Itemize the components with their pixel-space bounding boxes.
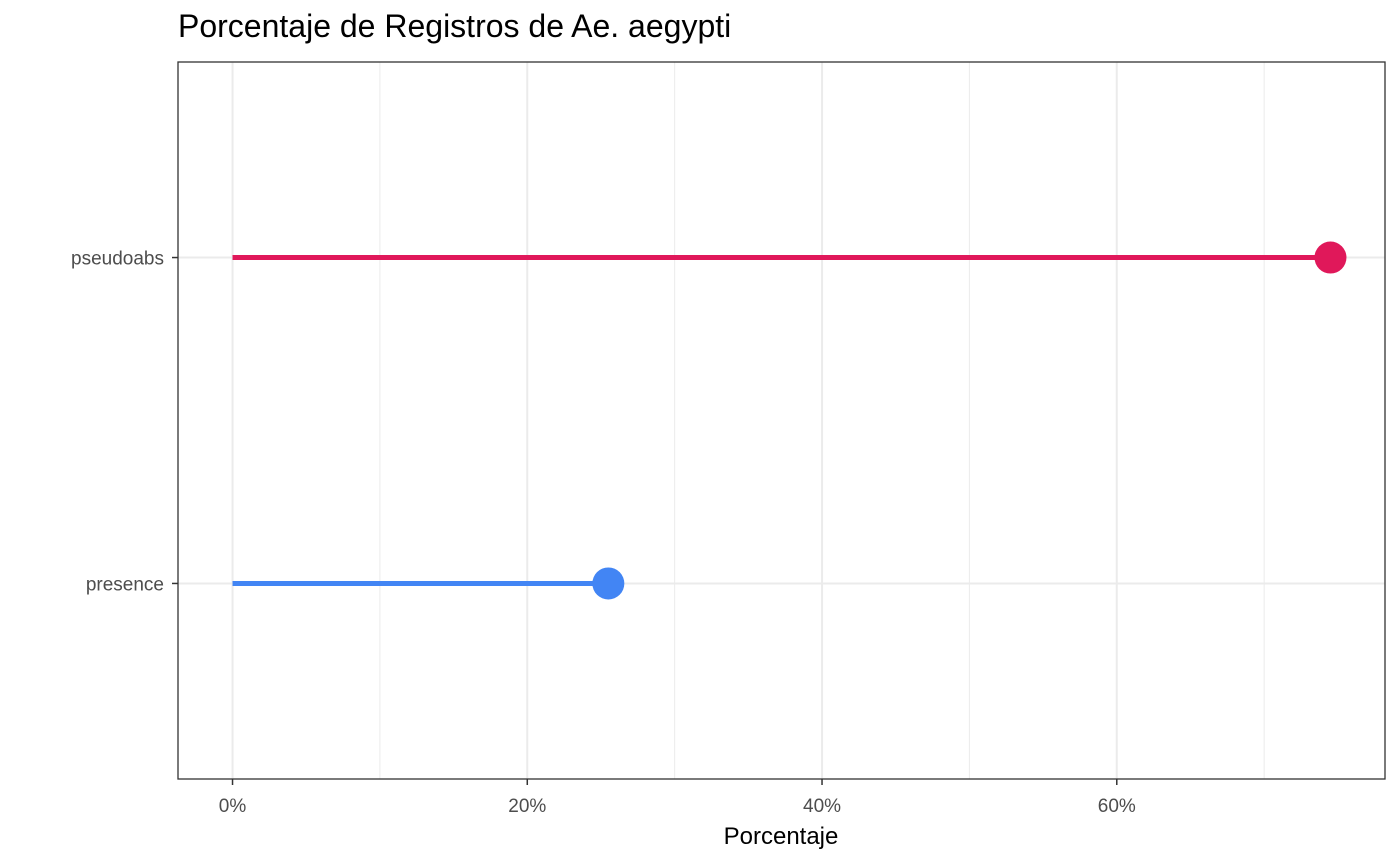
x-tick-label: 0% (219, 796, 247, 817)
x-tick-label: 20% (508, 796, 546, 817)
chart-title: Porcentaje de Registros de Ae. aegypti (178, 8, 732, 44)
lollipop-marks (232, 241, 1347, 600)
y-tick-label: pseudoabs (71, 249, 164, 270)
x-tick-label: 40% (803, 796, 841, 817)
y-tick-label: presence (86, 574, 164, 595)
x-axis-title: Porcentaje (724, 823, 839, 850)
lollipop-point-presence (592, 567, 625, 600)
x-tick-label: 60% (1098, 796, 1136, 817)
plot-panel-background (178, 62, 1385, 779)
plot-panel-border (177, 61, 1386, 780)
axes: presence pseudoabs 0% 20% 40% 60% (71, 249, 1136, 817)
lollipop-point-pseudoabs (1314, 241, 1347, 274)
